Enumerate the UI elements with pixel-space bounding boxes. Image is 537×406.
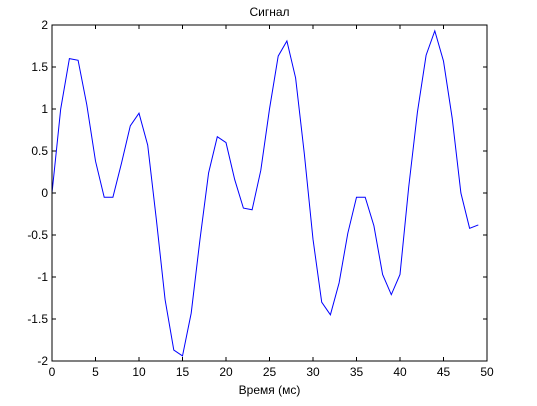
x-tick-label: 30 bbox=[306, 365, 320, 379]
x-tick-label: 10 bbox=[132, 365, 146, 379]
x-tick-label: 35 bbox=[350, 365, 364, 379]
y-tick-label: 2 bbox=[41, 18, 48, 32]
x-tick-label: 50 bbox=[480, 365, 494, 379]
plot-layer bbox=[51, 29, 479, 357]
y-tick-label: 1 bbox=[41, 102, 48, 116]
y-tick-label: 1.5 bbox=[31, 60, 48, 74]
y-tick-label: 0.5 bbox=[31, 144, 48, 158]
x-axis-label: Время (мс) bbox=[239, 383, 301, 397]
y-tick-label: -1 bbox=[37, 270, 48, 284]
axes-box bbox=[51, 24, 488, 362]
x-tick-label: 0 bbox=[49, 365, 56, 379]
x-tick-label: 45 bbox=[437, 365, 451, 379]
y-tick-label: 0 bbox=[41, 186, 48, 200]
x-tick-label: 5 bbox=[92, 365, 99, 379]
chart-title: Сигнал bbox=[249, 5, 289, 19]
x-tick-label: 15 bbox=[176, 365, 190, 379]
ticks-layer: 0 5 10 15 20 25 30 35 40 45 50 -2 -1.5 -1 -0.5 0 0.5 1 1.5… bbox=[27, 18, 494, 379]
axes-background bbox=[52, 25, 487, 361]
y-tick-label: -1.5 bbox=[27, 312, 48, 326]
x-tick-label: 40 bbox=[393, 365, 407, 379]
series-line-0 bbox=[51, 29, 479, 357]
x-tick-label: 25 bbox=[263, 365, 277, 379]
y-tick-label: -2 bbox=[37, 354, 48, 368]
x-tick-label: 20 bbox=[219, 365, 233, 379]
y-tick-label: -0.5 bbox=[27, 228, 48, 242]
